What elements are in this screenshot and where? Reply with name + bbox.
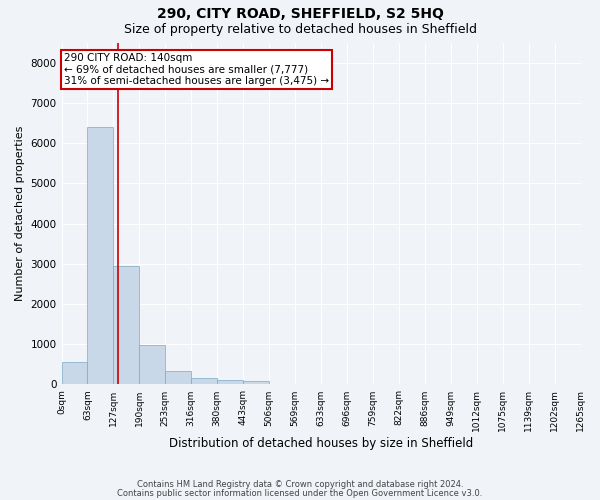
Text: 290, CITY ROAD, SHEFFIELD, S2 5HQ: 290, CITY ROAD, SHEFFIELD, S2 5HQ	[157, 8, 443, 22]
Text: Contains public sector information licensed under the Open Government Licence v3: Contains public sector information licen…	[118, 488, 482, 498]
Bar	[139, 345, 166, 385]
Bar	[191, 378, 217, 384]
Bar	[113, 266, 139, 384]
X-axis label: Distribution of detached houses by size in Sheffield: Distribution of detached houses by size …	[169, 437, 473, 450]
Bar	[88, 127, 113, 384]
Text: Size of property relative to detached houses in Sheffield: Size of property relative to detached ho…	[124, 22, 476, 36]
Bar	[217, 380, 243, 384]
Text: 290 CITY ROAD: 140sqm
← 69% of detached houses are smaller (7,777)
31% of semi-d: 290 CITY ROAD: 140sqm ← 69% of detached …	[64, 53, 329, 86]
Y-axis label: Number of detached properties: Number of detached properties	[15, 126, 25, 301]
Text: Contains HM Land Registry data © Crown copyright and database right 2024.: Contains HM Land Registry data © Crown c…	[137, 480, 463, 489]
Bar	[243, 382, 269, 384]
Bar	[62, 362, 88, 384]
Bar	[166, 372, 191, 384]
